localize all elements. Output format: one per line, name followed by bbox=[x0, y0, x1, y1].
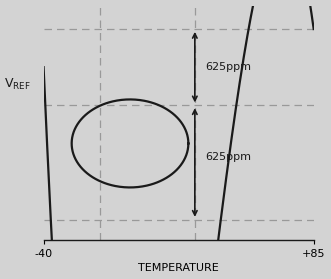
Text: V$_{\mathregular{REF}}$: V$_{\mathregular{REF}}$ bbox=[4, 77, 31, 92]
Text: 625ppm: 625ppm bbox=[206, 62, 252, 72]
X-axis label: TEMPERATURE: TEMPERATURE bbox=[138, 263, 219, 273]
Text: 625ppm: 625ppm bbox=[206, 152, 252, 162]
